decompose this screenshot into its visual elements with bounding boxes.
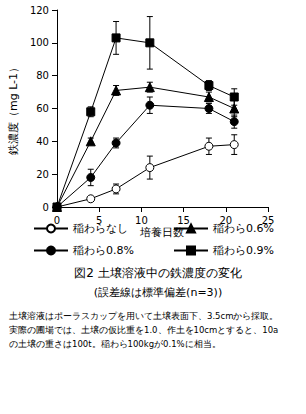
svg-text:20: 20 — [36, 169, 49, 180]
svg-text:稲わらなし: 稲わらなし — [73, 222, 128, 235]
svg-text:15: 15 — [177, 215, 190, 226]
svg-text:の土壌の重さは100t。稲わら100kgが0.1%に相当。: の土壌の重さは100t。稲わら100kgが0.1%に相当。 — [9, 339, 221, 349]
svg-text:稲わら0.6%: 稲わら0.6% — [213, 222, 274, 235]
svg-text:5: 5 — [96, 214, 103, 226]
svg-text:(誤差線は標準偏差(n=3)): (誤差線は標準偏差(n=3)) — [94, 286, 222, 299]
svg-text:25: 25 — [261, 214, 275, 226]
svg-text:培養日数: 培養日数 — [140, 226, 185, 239]
svg-text:鉄濃度（mg L-1）: 鉄濃度（mg L-1） — [7, 62, 20, 155]
svg-text:40: 40 — [36, 136, 49, 147]
svg-text:120: 120 — [30, 5, 49, 16]
svg-text:稲わら0.8%: 稲わら0.8% — [73, 244, 134, 257]
svg-text:0: 0 — [43, 202, 49, 213]
svg-text:20: 20 — [219, 214, 233, 226]
svg-text:0: 0 — [54, 215, 60, 226]
svg-text:60: 60 — [36, 103, 49, 114]
svg-text:稲わら0.9%: 稲わら0.9% — [213, 244, 274, 257]
svg-text:実際の圃場では、土壌の仮比重を1.0、作土を10cmとすると: 実際の圃場では、土壌の仮比重を1.0、作土を10cmとすると、10a — [9, 325, 278, 335]
svg-text:土壌溶液はポーラスカップを用いて土壌表面下、3.5cmから採: 土壌溶液はポーラスカップを用いて土壌表面下、3.5cmから採取。 — [9, 311, 278, 321]
svg-text:80: 80 — [36, 70, 49, 81]
svg-text:図2 土壌溶液中の鉄濃度の変化: 図2 土壌溶液中の鉄濃度の変化 — [74, 266, 241, 280]
svg-text:100: 100 — [30, 37, 49, 48]
svg-text:10: 10 — [135, 215, 148, 226]
